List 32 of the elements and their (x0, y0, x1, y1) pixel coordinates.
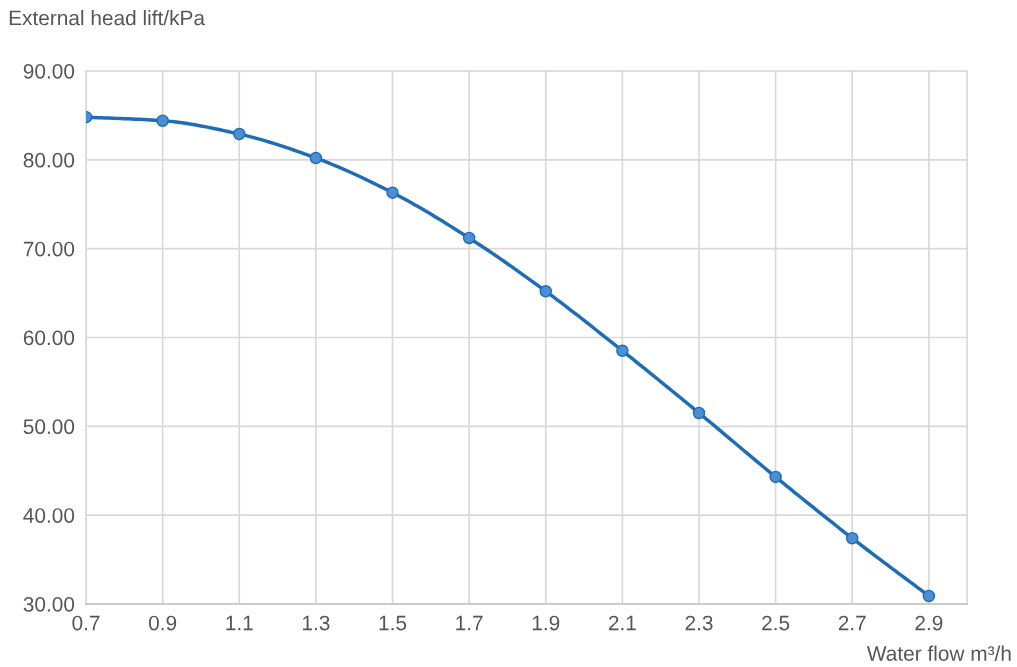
y-tick-label: 30.00 (23, 596, 75, 612)
y-tick-label: 80.00 (23, 152, 75, 168)
x-tick-label: 1.5 (379, 615, 407, 631)
y-tick-label: 40.00 (23, 508, 75, 523)
point (845, 531, 859, 545)
x-tick-label: 2.5 (762, 615, 790, 631)
x-axis-title: Water flow m³/h (866, 645, 1011, 661)
x-tick-label: 2.7 (838, 615, 866, 631)
x-tick-label: 0.9 (148, 615, 177, 631)
point (386, 186, 399, 199)
x-tick-label: 0.7 (72, 615, 100, 631)
point (922, 589, 936, 603)
x-tick-label: 1.7 (456, 615, 483, 631)
point (462, 231, 476, 245)
x-tick-label: 1.3 (303, 615, 330, 631)
x-tick-label: 1.1 (226, 615, 253, 631)
point (233, 127, 246, 141)
x-tick-label: 2.3 (685, 615, 713, 631)
y-tick-label: 60.00 (23, 330, 75, 346)
x-tick-label: 1.9 (532, 615, 560, 631)
point (616, 344, 629, 358)
y-axis-title: External head lift/kPa (9, 10, 205, 26)
point (539, 285, 553, 298)
point (769, 470, 782, 484)
y-tick-label: 90.00 (23, 63, 75, 79)
point (692, 406, 706, 420)
x-tick-label: 2.9 (915, 615, 943, 631)
point (309, 151, 323, 165)
point (156, 114, 169, 127)
y-tick-label: 50.00 (23, 419, 75, 435)
y-tick-label: 70.00 (23, 241, 75, 257)
x-tick-label: 2.1 (608, 615, 636, 631)
